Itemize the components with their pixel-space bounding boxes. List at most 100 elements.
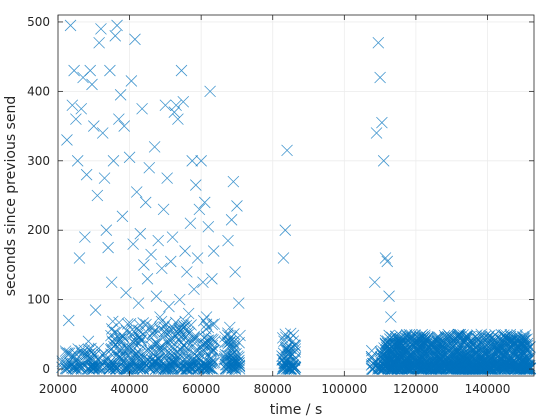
data-point: [163, 360, 176, 372]
data-point: [383, 290, 395, 302]
data-point: [96, 127, 109, 139]
data-point: [110, 360, 123, 372]
data-point: [518, 362, 531, 375]
data-point: [179, 245, 191, 257]
data-point: [126, 343, 139, 356]
data-point: [104, 64, 116, 77]
data-point: [229, 363, 242, 375]
data-point: [182, 334, 194, 347]
data-point: [150, 290, 163, 302]
data-point: [453, 331, 466, 344]
data-point: [479, 330, 492, 342]
data-point: [435, 362, 448, 375]
data-points: [56, 19, 537, 375]
data-point: [172, 113, 184, 125]
data-point: [181, 266, 193, 278]
data-point: [173, 293, 186, 306]
data-point: [157, 203, 170, 216]
data-point: [124, 317, 137, 330]
data-point: [198, 196, 211, 209]
data-point: [485, 352, 498, 365]
data-point: [73, 252, 86, 264]
data-point: [500, 332, 513, 344]
data-point: [443, 330, 456, 342]
data-point: [202, 220, 215, 233]
data-point: [484, 351, 496, 364]
data-point: [443, 358, 456, 370]
data-point: [109, 30, 122, 42]
data-point: [499, 331, 511, 344]
data-point: [385, 362, 398, 375]
data-point: [507, 335, 519, 347]
data-point: [278, 335, 290, 348]
data-point: [61, 363, 74, 375]
data-point: [159, 99, 172, 112]
data-point: [134, 348, 146, 360]
data-point: [198, 359, 210, 371]
data-point: [438, 329, 451, 342]
data-point: [62, 314, 75, 327]
data-point: [207, 345, 220, 357]
data-point: [513, 349, 525, 362]
data-point: [122, 363, 134, 375]
data-point: [198, 344, 210, 356]
data-point: [107, 155, 120, 167]
data-point: [510, 344, 523, 356]
data-point: [68, 64, 80, 77]
data-point: [184, 217, 197, 230]
data-point: [232, 297, 245, 309]
x-tick-label: 140000: [465, 382, 511, 396]
data-point: [280, 331, 292, 344]
data-point: [223, 340, 235, 353]
data-point: [194, 361, 206, 374]
data-point: [234, 329, 246, 342]
data-point: [86, 78, 98, 91]
data-point: [206, 273, 218, 285]
data-point: [186, 155, 198, 167]
data-point: [122, 318, 134, 330]
data-point: [164, 255, 177, 268]
data-point: [120, 286, 132, 299]
data-point: [61, 134, 73, 146]
data-point: [208, 318, 221, 330]
data-point: [71, 363, 84, 375]
data-point: [207, 245, 220, 257]
data-point: [227, 175, 240, 188]
data-point: [280, 341, 292, 354]
y-tick-label: 0: [42, 362, 50, 376]
data-point: [66, 362, 78, 374]
data-point: [132, 324, 145, 337]
data-point: [114, 351, 127, 363]
data-point: [434, 341, 447, 354]
data-point: [224, 350, 236, 362]
data-point: [72, 343, 84, 355]
data-point: [370, 127, 383, 139]
data-point: [170, 99, 182, 112]
data-point: [150, 337, 163, 350]
x-tick-label: 80000: [254, 382, 292, 396]
data-point: [231, 200, 243, 212]
data-point: [129, 347, 142, 360]
data-point: [60, 347, 72, 359]
data-point: [284, 327, 297, 340]
data-point: [129, 33, 141, 46]
data-point: [207, 357, 219, 369]
data-point: [71, 155, 84, 167]
data-point: [108, 326, 121, 339]
data-point: [143, 161, 156, 174]
x-tick-label: 20000: [39, 382, 77, 396]
data-point: [224, 335, 237, 348]
data-point: [88, 361, 101, 373]
data-point: [164, 355, 177, 368]
data-point: [461, 354, 474, 366]
data-point: [222, 361, 234, 374]
data-point: [91, 189, 104, 202]
data-point: [411, 338, 424, 351]
data-point: [377, 155, 390, 167]
data-point: [284, 342, 297, 355]
data-point: [205, 345, 217, 358]
data-point: [200, 311, 213, 323]
data-point: [197, 276, 209, 289]
data-point: [156, 262, 168, 275]
